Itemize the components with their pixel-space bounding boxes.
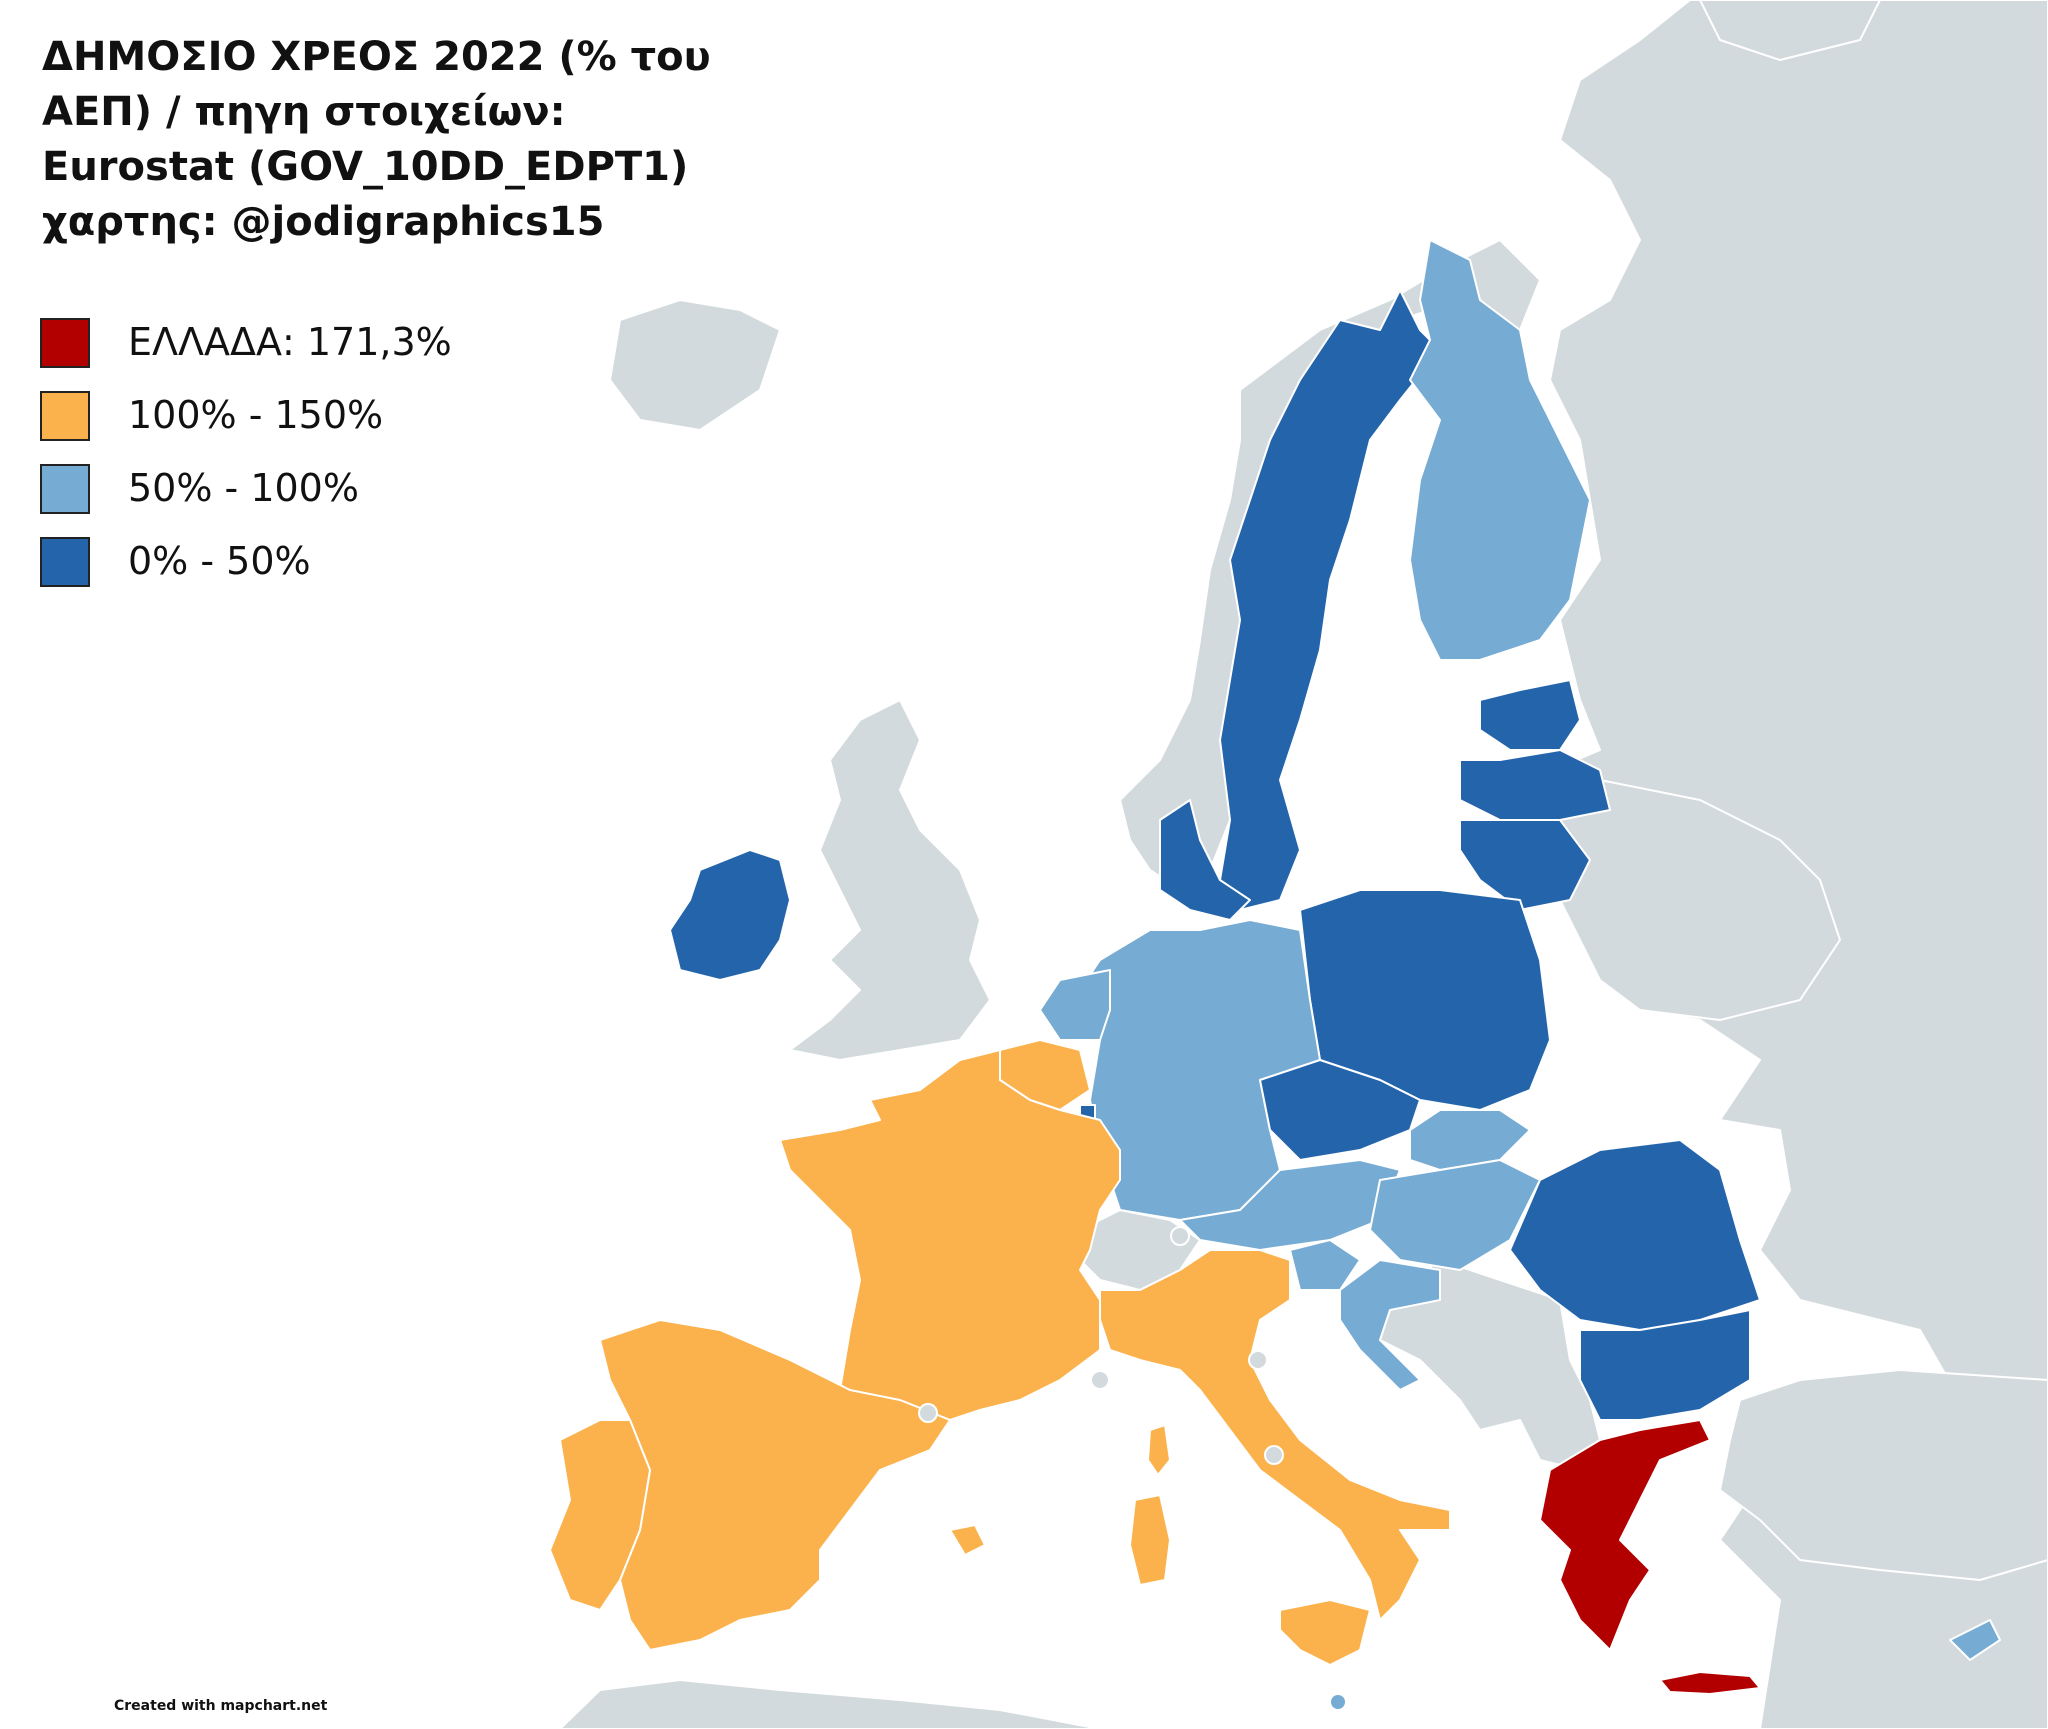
eu-countries: [549, 239, 2001, 1711]
country-netherlands: [1039, 969, 1111, 1041]
country-bulgaria: [1579, 1309, 1751, 1421]
country-hungary: [1369, 1159, 1541, 1271]
legend-swatch-50-100: [40, 464, 90, 514]
map-title: ΔΗΜΟΣΙΟ ΧΡΕΟΣ 2022 (% του ΑΕΠ) / πηγη στ…: [42, 30, 762, 250]
land-turkey: [1719, 1369, 2048, 1581]
title-line-3: Eurostat (GOV_10DD_EDPT1): [42, 144, 689, 190]
legend-label-0-50: 0% - 50%: [128, 539, 311, 583]
legend-swatch-0-50: [40, 537, 90, 587]
country-spain-baleares: [949, 1524, 986, 1556]
country-portugal: [549, 1419, 651, 1611]
legend-swatch-100-150: [40, 391, 90, 441]
country-estonia: [1479, 679, 1581, 751]
country-cyprus: [1949, 1619, 2001, 1661]
country-italy-sicily: [1279, 1599, 1371, 1666]
country-france: [779, 1049, 1121, 1421]
country-malta: [1329, 1693, 1347, 1711]
legend-label-greece: ΕΛΛΑΔΑ: 171,3%: [128, 320, 452, 364]
land-belarus-ukraine: [1539, 779, 1841, 1021]
microstate-dots: [918, 1226, 1284, 1465]
title-line-4: χαρτης: @jodigraphics15: [42, 199, 605, 245]
legend-label-50-100: 50% - 100%: [128, 466, 359, 510]
country-croatia: [1339, 1259, 1441, 1391]
legend-swatch-greece: [40, 318, 90, 368]
title-line-2: ΑΕΠ) / πηγη στοιχείων:: [42, 89, 566, 135]
land-great-britain: [789, 699, 991, 1061]
country-slovakia: [1409, 1109, 1531, 1171]
land-north-africa: [559, 1679, 1101, 1729]
country-italy: [1099, 1249, 1451, 1621]
mapchart-credit: Created with mapchart.net: [114, 1698, 328, 1714]
land-iceland: [609, 299, 781, 431]
non-eu-land: [559, 0, 2048, 1729]
country-greece-crete: [1659, 1671, 1761, 1695]
country-denmark: [1159, 799, 1251, 921]
land-greenland-tip: [1699, 0, 1881, 61]
legend-label-100-150: 100% - 150%: [128, 393, 384, 437]
country-romania: [1509, 1139, 1761, 1331]
country-greece: [1539, 1419, 1711, 1651]
country-lithuania: [1459, 819, 1591, 911]
country-ireland: [669, 849, 791, 981]
country-slovenia: [1289, 1239, 1361, 1291]
country-latvia: [1459, 749, 1611, 821]
title-line-1: ΔΗΜΟΣΙΟ ΧΡΕΟΣ 2022 (% του: [42, 34, 711, 80]
country-france-corsica: [1147, 1424, 1171, 1476]
country-finland: [1409, 239, 1591, 661]
country-italy-sardinia: [1129, 1494, 1171, 1586]
